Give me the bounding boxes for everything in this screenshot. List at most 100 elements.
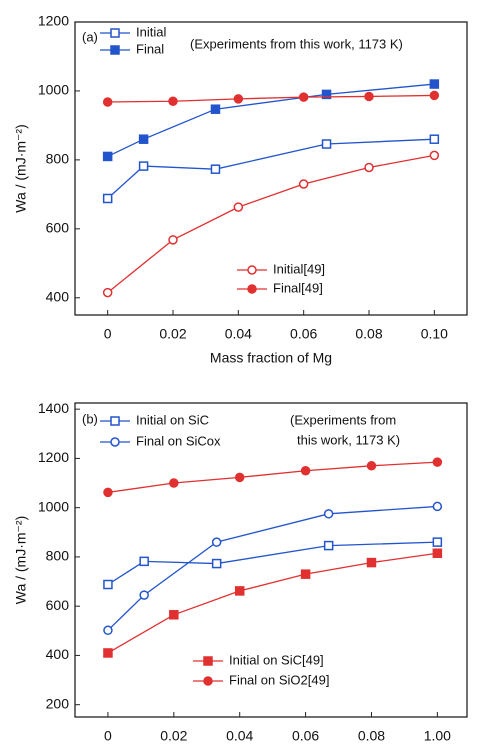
y-tick-label: 1000 (38, 82, 69, 98)
legend-label: Final[49] (273, 280, 323, 295)
annotation: (Experiments from (290, 412, 396, 427)
marker (203, 676, 213, 686)
marker (247, 265, 257, 275)
marker (168, 235, 178, 245)
marker (102, 97, 113, 107)
marker (103, 487, 113, 498)
marker (233, 202, 244, 212)
y-tick-label: 400 (46, 646, 70, 662)
marker (169, 610, 179, 620)
panel: 400 600 800 1000 1200 0 0.02 0.04 0.06 0.08 0.10 Ma… (13, 13, 468, 366)
marker (168, 96, 178, 107)
marker (234, 472, 245, 483)
marker (298, 92, 309, 102)
series-line (107, 461, 438, 494)
marker (103, 625, 113, 636)
marker (321, 139, 332, 149)
marker (110, 416, 120, 426)
legend-label: Initial on SiC[49] (229, 652, 324, 667)
annotation: this work, 1173 K) (297, 432, 400, 447)
x-tick-label: 0.04 (226, 728, 253, 744)
series-line (107, 83, 435, 158)
marker (110, 437, 120, 447)
marker (211, 537, 222, 547)
legend-label: Initial on SiC (136, 412, 209, 427)
y-axis-label: Wa / (mJ·m⁻²) (13, 124, 29, 213)
x-tick-label: 0.02 (160, 728, 187, 744)
marker (323, 509, 334, 519)
marker (110, 45, 120, 55)
marker (247, 284, 257, 294)
series-line (107, 552, 438, 654)
x-tick-label: 0.08 (358, 728, 385, 744)
marker (429, 150, 440, 161)
marker (364, 162, 374, 173)
marker (300, 465, 311, 476)
marker (203, 656, 213, 666)
marker (210, 104, 221, 114)
x-tick-label: 0.10 (421, 326, 448, 342)
y-axis-label: Wa / (mJ·m⁻²) (13, 516, 29, 605)
marker (211, 558, 222, 569)
y-tick-label: 800 (46, 151, 70, 167)
x-tick-label: 0 (104, 326, 112, 342)
y-tick-label: 400 (46, 288, 70, 304)
marker (432, 548, 443, 558)
x-tick-label: 1.00 (424, 728, 451, 744)
legend-label: Initial (136, 24, 166, 39)
y-tick-label: 1200 (38, 13, 69, 29)
marker (233, 94, 244, 104)
marker (366, 461, 377, 471)
y-tick-label: 600 (46, 220, 70, 236)
legend-label: Final (136, 41, 164, 56)
series-line (107, 138, 435, 199)
marker (210, 164, 221, 174)
y-tick-label: 1000 (38, 498, 69, 514)
marker (103, 648, 113, 658)
marker (429, 79, 440, 89)
series-line (107, 94, 435, 103)
marker (366, 557, 377, 568)
x-tick-label: 0.06 (292, 728, 319, 744)
x-tick-label: 0.06 (290, 326, 317, 342)
marker (432, 537, 443, 547)
y-tick-label: 800 (46, 548, 70, 564)
marker (429, 90, 440, 101)
x-tick-label: 0.02 (159, 326, 186, 342)
marker (102, 287, 113, 298)
marker (432, 457, 443, 467)
series-line (107, 154, 435, 294)
panel-label: (a) (82, 29, 98, 44)
marker (323, 540, 334, 551)
marker (102, 151, 113, 162)
panel: 200 400 600 800 1000 1200 1400 0 0.02 0.04 0.06 0.0… (13, 400, 468, 753)
marker (138, 161, 149, 171)
legend-label: Final on SiO2[49] (229, 672, 329, 687)
marker (432, 501, 443, 512)
x-tick-label: 0.08 (355, 326, 382, 342)
marker (321, 89, 332, 100)
annotation: (Experiments from this work, 1173 K) (190, 36, 403, 51)
marker (139, 590, 149, 600)
x-axis-label: Mass fraction of Mg (210, 350, 332, 366)
y-tick-label: 200 (46, 695, 70, 711)
marker (169, 478, 179, 488)
marker (364, 91, 374, 102)
plot-frame (74, 21, 468, 316)
marker (300, 569, 311, 579)
x-tick-label: 0.04 (225, 326, 252, 342)
marker (139, 556, 149, 567)
marker (234, 586, 245, 596)
y-tick-label: 600 (46, 597, 70, 613)
x-tick-label: 0 (104, 728, 112, 744)
marker (429, 134, 440, 144)
x-axis-label: Mass fraction of Mg (210, 752, 332, 753)
marker (298, 179, 309, 189)
marker (138, 134, 149, 144)
marker (103, 579, 113, 590)
marker (102, 193, 113, 204)
legend-label: Final on SiCox (136, 433, 221, 448)
y-tick-label: 1200 (38, 449, 69, 465)
plot-frame (74, 402, 468, 718)
